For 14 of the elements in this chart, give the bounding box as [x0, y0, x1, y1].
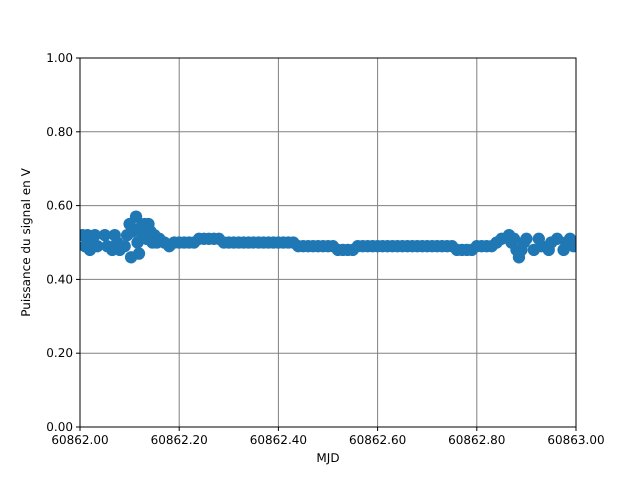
x-axis-title: MJD — [316, 451, 340, 465]
x-tick-label: 60862.00 — [51, 433, 109, 447]
x-tick-label: 60862.20 — [150, 433, 208, 447]
y-tick-label: 0.20 — [46, 346, 73, 360]
x-tick-label: 60862.60 — [348, 433, 406, 447]
y-tick-label: 0.80 — [46, 124, 73, 139]
y-tick-label: 1.00 — [46, 51, 73, 65]
x-tick-label: 60862.40 — [250, 433, 308, 447]
y-tick-label: 0.00 — [46, 420, 73, 434]
x-tick-label: 60863.00 — [547, 433, 605, 447]
y-axis-title: Puissance du signal en V — [19, 167, 33, 317]
x-tick-label: 60862.80 — [448, 433, 506, 447]
y-tick-label: 0.60 — [46, 198, 73, 213]
y-tick-label: 0.40 — [46, 272, 73, 286]
